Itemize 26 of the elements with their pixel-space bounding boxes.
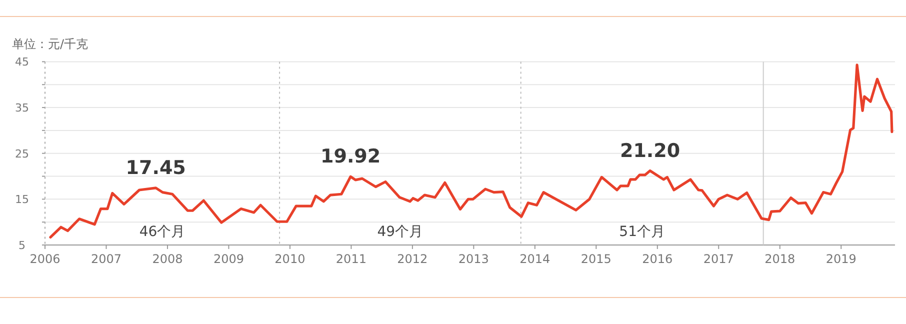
x-tick-label: 2009 bbox=[213, 252, 244, 266]
x-tick-label: 2018 bbox=[764, 252, 796, 266]
y-tick-label: 35 bbox=[15, 102, 29, 115]
x-tick-label: 2006 bbox=[30, 252, 60, 266]
x-tick-label: 2013 bbox=[458, 252, 489, 266]
x-tick-label: 2016 bbox=[642, 252, 673, 266]
annotation: 17.45 bbox=[126, 156, 186, 179]
x-tick-label: 2008 bbox=[152, 252, 183, 266]
annotation: 51个月 bbox=[619, 224, 665, 240]
x-tick-label: 2011 bbox=[336, 252, 366, 266]
annotation: 49个月 bbox=[377, 224, 424, 240]
y-tick-label: 25 bbox=[15, 147, 29, 160]
annotation: 21.20 bbox=[620, 140, 680, 162]
x-tick-label: 2014 bbox=[520, 252, 550, 266]
y-axis-title: 单位：元/千克 bbox=[12, 37, 88, 51]
x-tick-label: 2010 bbox=[274, 252, 306, 266]
x-tick-label: 2012 bbox=[397, 252, 428, 266]
x-tick-label: 2019 bbox=[826, 252, 856, 266]
annotation: 46个月 bbox=[139, 224, 186, 240]
x-tick-label: 2017 bbox=[703, 252, 734, 266]
y-tick-label: 45 bbox=[15, 56, 29, 69]
y-tick-label: 15 bbox=[15, 193, 29, 206]
x-tick-label: 2007 bbox=[90, 252, 122, 266]
x-tick-label: 2015 bbox=[580, 252, 612, 266]
annotation: 19.92 bbox=[320, 146, 381, 168]
y-tick-label: 5 bbox=[18, 239, 26, 252]
